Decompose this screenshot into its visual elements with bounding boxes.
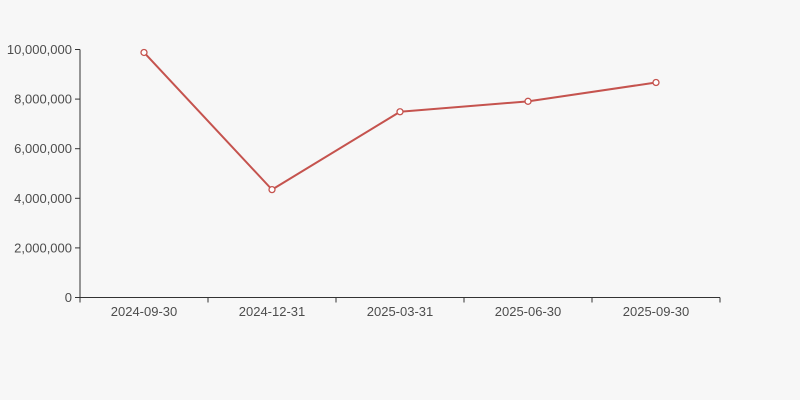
- data-point[interactable]: [524, 97, 532, 105]
- x-tick-label: 2024-09-30: [111, 304, 178, 319]
- y-tick-label: 8,000,000: [14, 92, 72, 107]
- y-tick-label: 0: [65, 290, 72, 305]
- data-point[interactable]: [268, 185, 276, 194]
- data-point[interactable]: [652, 78, 660, 87]
- data-point[interactable]: [140, 48, 148, 57]
- x-tick-label: 2024-12-31: [239, 304, 306, 319]
- x-tick-label: 2025-06-30: [495, 304, 562, 319]
- x-tick-label: 2025-09-30: [623, 304, 690, 319]
- y-tick-label: 4,000,000: [14, 191, 72, 206]
- y-tick-label: 10,000,000: [7, 42, 72, 57]
- y-tick-label: 2,000,000: [14, 240, 72, 255]
- y-tick-label: 6,000,000: [14, 141, 72, 156]
- x-tick-label: 2025-03-31: [367, 304, 434, 319]
- series-line: [143, 51, 657, 191]
- data-point[interactable]: [396, 108, 404, 116]
